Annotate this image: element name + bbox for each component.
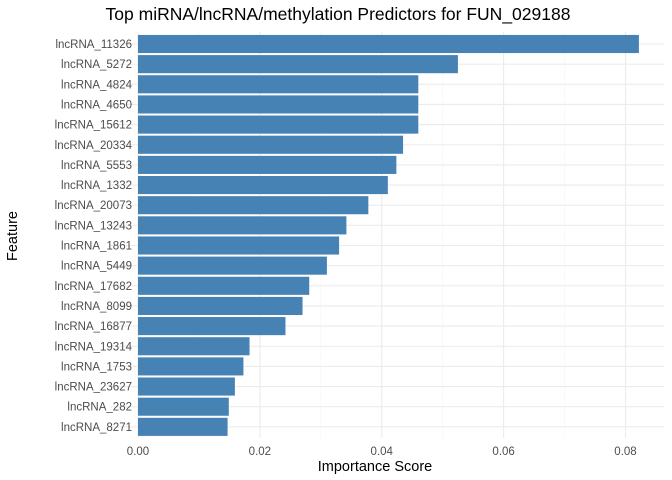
bar-lncrna-19314 bbox=[138, 337, 250, 356]
bar-lncrna-4650 bbox=[138, 95, 419, 114]
bar-lncrna-1332 bbox=[138, 176, 388, 195]
y-tick-label: lncRNA_1861 bbox=[61, 241, 132, 253]
bar-lncrna-8099 bbox=[138, 296, 303, 315]
x-tick-label: 0.08 bbox=[614, 446, 636, 458]
bar-lncrna-5553 bbox=[138, 155, 397, 174]
bar-lncrna-1753 bbox=[138, 357, 244, 376]
bar-lncrna-11326 bbox=[138, 34, 639, 54]
y-tick-label: lncRNA_282 bbox=[67, 402, 132, 414]
x-tick-labels: 0.00 0.02 0.04 0.06 0.08 bbox=[127, 446, 637, 458]
bar-lncrna-23627 bbox=[138, 377, 235, 396]
y-tick-label: lncRNA_5272 bbox=[61, 59, 132, 71]
bar-lncrna-15612 bbox=[138, 115, 419, 134]
y-tick-label: lncRNA_8099 bbox=[61, 301, 132, 313]
y-tick-label: lncRNA_5449 bbox=[61, 261, 132, 273]
y-tick-label: lncRNA_11326 bbox=[55, 39, 132, 51]
bar-lncrna-20334 bbox=[138, 135, 404, 154]
bar-lncrna-5272 bbox=[138, 55, 458, 74]
y-tick-label: lncRNA_15612 bbox=[55, 120, 132, 132]
y-tick-label: lncRNA_13243 bbox=[55, 220, 132, 232]
y-tick-label: lncRNA_20073 bbox=[55, 200, 132, 212]
y-tick-label: lncRNA_23627 bbox=[55, 382, 132, 394]
chart-title: Top miRNA/lncRNA/methylation Predictors … bbox=[106, 4, 571, 25]
y-tick-labels: lncRNA_11326 lncRNA_5272 lncRNA_4824 lncRNA… bbox=[55, 39, 133, 434]
y-axis-title: Feature bbox=[5, 211, 21, 261]
bar-lncrna-20073 bbox=[138, 196, 369, 215]
x-tick-label: 0.00 bbox=[127, 446, 149, 458]
y-tick-label: lncRNA_20334 bbox=[55, 140, 133, 152]
y-tick-label: lncRNA_19314 bbox=[55, 341, 133, 353]
bar-lncrna-16877 bbox=[138, 317, 286, 336]
y-tick-label: lncRNA_4650 bbox=[61, 99, 132, 111]
y-tick-label: lncRNA_4824 bbox=[61, 79, 133, 91]
y-tick-label: lncRNA_1753 bbox=[61, 361, 132, 373]
x-tick-label: 0.04 bbox=[371, 446, 394, 458]
x-tick-label: 0.06 bbox=[492, 446, 514, 458]
y-tick-label: lncRNA_8271 bbox=[61, 422, 132, 434]
x-tick-label: 0.02 bbox=[249, 446, 271, 458]
y-tick-label: lncRNA_16877 bbox=[55, 321, 132, 333]
bar-lncrna-5449 bbox=[138, 256, 327, 275]
bar-lncrna-4824 bbox=[138, 75, 419, 94]
bar-lncrna-13243 bbox=[138, 216, 347, 235]
bars bbox=[138, 34, 639, 436]
y-tick-label: lncRNA_1332 bbox=[61, 180, 132, 192]
y-tick-label: lncRNA_17682 bbox=[55, 281, 132, 293]
bar-lncrna-1861 bbox=[138, 236, 340, 255]
bar-lncrna-8271 bbox=[138, 417, 228, 436]
y-tick-label: lncRNA_5553 bbox=[61, 160, 132, 172]
x-axis-title: Importance Score bbox=[318, 459, 432, 475]
bar-lncrna-282 bbox=[138, 397, 229, 416]
bar-lncrna-17682 bbox=[138, 276, 310, 295]
